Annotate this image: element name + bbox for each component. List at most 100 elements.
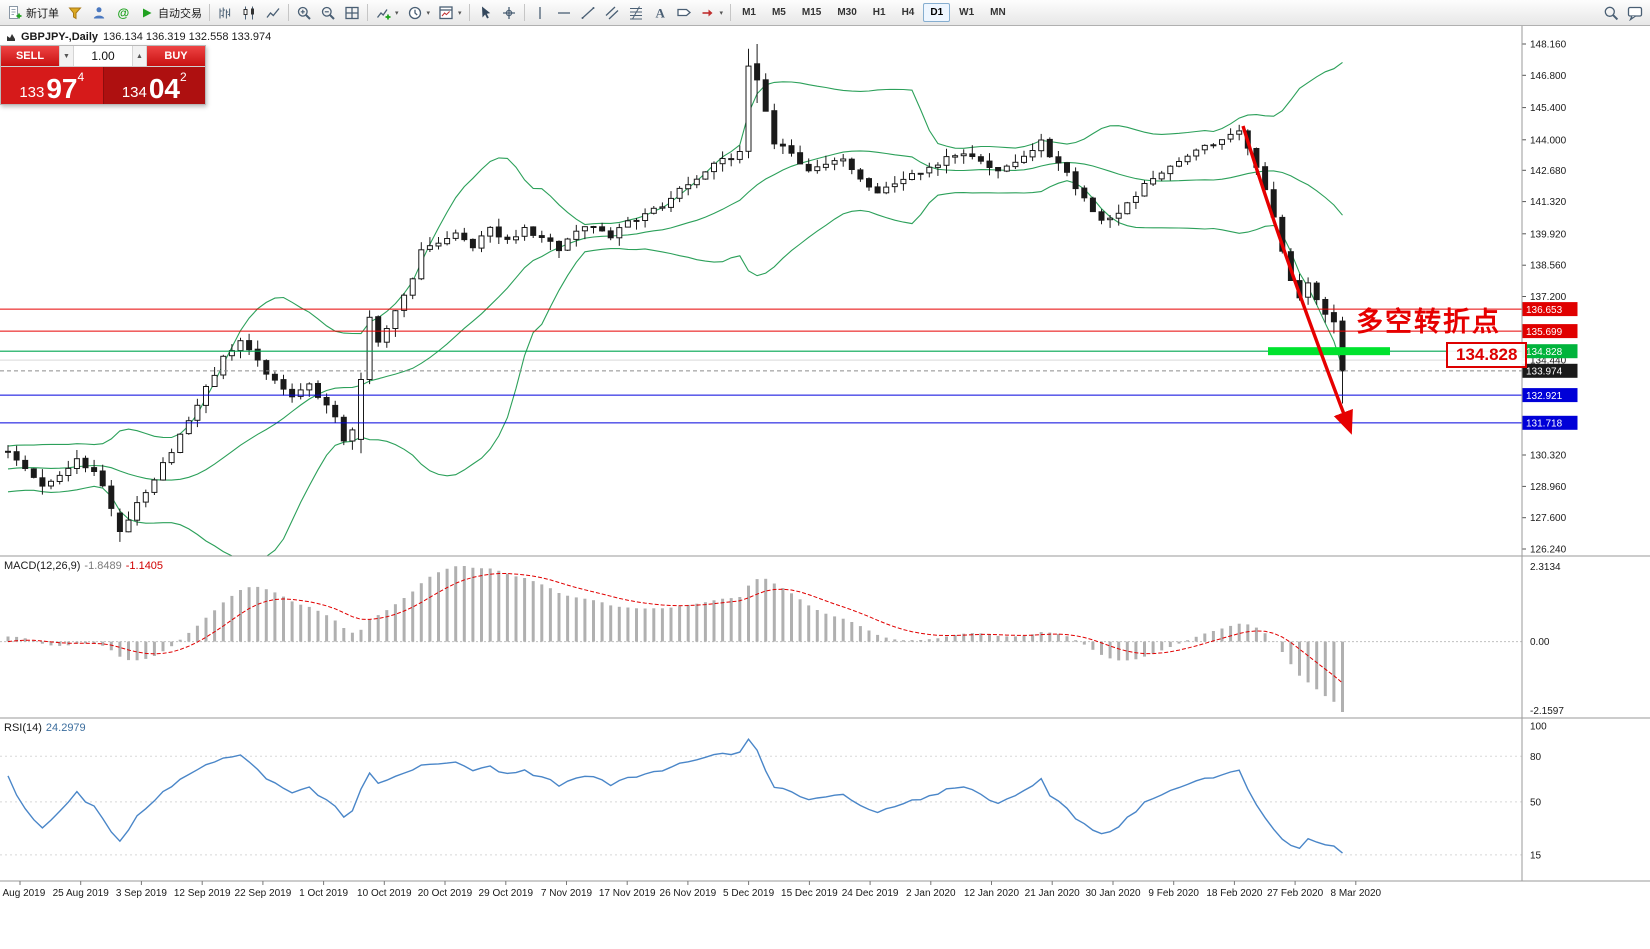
bar-chart-button[interactable] bbox=[213, 2, 237, 23]
svg-text:7 Nov 2019: 7 Nov 2019 bbox=[541, 888, 593, 899]
timeframe-h4-button[interactable]: H4 bbox=[901, 7, 915, 18]
price-callout[interactable]: 134.828 bbox=[1446, 342, 1528, 368]
fibonacci-button[interactable] bbox=[624, 2, 648, 23]
new-order-icon bbox=[9, 5, 22, 19]
chart-line-icon bbox=[266, 7, 280, 18]
person-icon bbox=[93, 6, 105, 18]
timeframe-m5-button[interactable]: M5 bbox=[771, 7, 786, 18]
svg-text:133.974: 133.974 bbox=[1526, 367, 1563, 378]
sell-price-point: 4 bbox=[77, 70, 85, 84]
timeframe-m1-button[interactable]: M1 bbox=[742, 7, 756, 18]
chat-search-button[interactable] bbox=[1623, 2, 1647, 23]
svg-text:22 Sep 2019: 22 Sep 2019 bbox=[235, 888, 292, 899]
zoom-in-button[interactable] bbox=[292, 2, 316, 23]
svg-text:134.440: 134.440 bbox=[1530, 356, 1567, 367]
trendline-button[interactable] bbox=[576, 2, 600, 23]
chart-window-icon bbox=[7, 34, 15, 41]
svg-text:136.653: 136.653 bbox=[1526, 305, 1563, 316]
highlight-segment bbox=[1268, 347, 1390, 356]
candlestick-chart-button[interactable] bbox=[237, 2, 261, 23]
svg-text:144.000: 144.000 bbox=[1530, 135, 1567, 146]
svg-text:29 Oct 2019: 29 Oct 2019 bbox=[479, 888, 534, 899]
line-chart-button[interactable] bbox=[261, 2, 285, 23]
zoom-in-icon bbox=[297, 6, 311, 20]
channel-button[interactable] bbox=[600, 2, 624, 23]
zoom-out-icon bbox=[321, 6, 335, 20]
trendline-icon bbox=[581, 6, 595, 19]
macd-panel bbox=[0, 566, 1522, 712]
timeframe-w1-button[interactable]: W1 bbox=[959, 7, 975, 18]
svg-text:A: A bbox=[655, 5, 665, 20]
svg-text:2.3134: 2.3134 bbox=[1530, 562, 1561, 573]
svg-text:15: 15 bbox=[1530, 850, 1542, 861]
channel-icon bbox=[605, 6, 618, 19]
search-button[interactable] bbox=[1599, 2, 1623, 23]
svg-text:5 Dec 2019: 5 Dec 2019 bbox=[723, 888, 775, 899]
community-button[interactable]: @ bbox=[111, 2, 135, 23]
sell-button[interactable]: SELL bbox=[1, 46, 59, 66]
rsi-panel bbox=[0, 738, 1522, 856]
svg-text:141.320: 141.320 bbox=[1530, 197, 1567, 208]
templates-button[interactable]: ▾ bbox=[434, 2, 466, 23]
timeframe-m30-button[interactable]: M30 bbox=[837, 7, 857, 18]
toolbar-separator bbox=[730, 4, 732, 21]
macd-label: MACD(12,26,9) -1.8489 -1.1405 bbox=[4, 560, 163, 572]
svg-text:132.921: 132.921 bbox=[1526, 391, 1563, 402]
play-icon bbox=[143, 8, 152, 17]
toolbar-separator bbox=[468, 4, 470, 21]
svg-text:139.920: 139.920 bbox=[1530, 229, 1567, 240]
chart-title: GBPJPY-,Daily 136.134 136.319 132.558 13… bbox=[6, 31, 271, 43]
macd-value-main: -1.8489 bbox=[84, 560, 122, 572]
autotrading-button[interactable]: 自动交易 bbox=[135, 2, 206, 23]
svg-text:135.699: 135.699 bbox=[1526, 327, 1563, 338]
text-button[interactable]: A bbox=[648, 2, 672, 23]
autotrading-button-label: 自动交易 bbox=[158, 7, 202, 20]
timeframe-m15-button[interactable]: M15 bbox=[801, 7, 822, 18]
volume-input[interactable]: 1.00 bbox=[74, 46, 132, 66]
indicators-button[interactable]: ▾ bbox=[371, 2, 403, 23]
crosshair-button[interactable] bbox=[497, 2, 521, 23]
svg-text:3 Sep 2019: 3 Sep 2019 bbox=[116, 888, 168, 899]
clock-icon bbox=[408, 6, 421, 19]
indicators-icon bbox=[376, 8, 391, 19]
timeframe-mn-button[interactable]: MN bbox=[990, 7, 1006, 18]
buy-price-pips: 04 bbox=[148, 73, 180, 105]
profile-button[interactable] bbox=[87, 2, 111, 23]
favorites-button[interactable] bbox=[63, 2, 87, 23]
volume-up-button[interactable]: ▲ bbox=[132, 46, 147, 66]
toolbar-separator bbox=[288, 4, 289, 21]
symbol-period-label: GBPJPY-,Daily bbox=[21, 31, 99, 43]
cursor-button[interactable] bbox=[473, 2, 497, 23]
volume-down-button[interactable]: ▼ bbox=[59, 46, 74, 66]
sell-price-button[interactable]: 133 97 4 bbox=[1, 67, 103, 104]
search-icon bbox=[1604, 6, 1619, 20]
timeframe-d1-button[interactable]: D1 bbox=[923, 3, 951, 22]
sell-price-pips: 97 bbox=[46, 73, 78, 105]
svg-text:142.680: 142.680 bbox=[1530, 166, 1567, 177]
annotation-text[interactable]: 多空转折点 bbox=[1356, 307, 1501, 337]
svg-text:9 Feb 2020: 9 Feb 2020 bbox=[1148, 888, 1199, 899]
crosshair-icon bbox=[502, 6, 515, 19]
macd-value-signal: -1.1405 bbox=[125, 560, 164, 572]
svg-text:0.00: 0.00 bbox=[1530, 637, 1550, 648]
arrows-button[interactable]: ▾ bbox=[696, 2, 728, 23]
buy-button[interactable]: BUY bbox=[147, 46, 205, 66]
zoom-out-button[interactable] bbox=[316, 2, 340, 23]
vertical-line-button[interactable] bbox=[528, 2, 552, 23]
svg-text:17 Nov 2019: 17 Nov 2019 bbox=[599, 888, 656, 899]
text-label-button[interactable] bbox=[672, 2, 696, 23]
trend-arrow bbox=[1241, 125, 1353, 435]
timeframe-h1-button[interactable]: H1 bbox=[872, 7, 886, 18]
toolbar-separator bbox=[523, 4, 525, 21]
horizontal-line-button[interactable] bbox=[552, 2, 576, 23]
toolbar: 新订单 @ 自动交易 ▾ ▾ ▾ A ▾ M1 M5 M15 M30 H1 H4 D1 W1 MN bbox=[0, 0, 1650, 26]
periods-button[interactable]: ▾ bbox=[403, 2, 435, 23]
tile-windows-button[interactable] bbox=[340, 2, 364, 23]
fibo-icon bbox=[629, 5, 642, 19]
buy-price-button[interactable]: 134 04 2 bbox=[102, 67, 205, 105]
svg-text:145.400: 145.400 bbox=[1530, 103, 1567, 114]
new-order-button[interactable]: 新订单 bbox=[3, 2, 63, 23]
svg-text:131.718: 131.718 bbox=[1526, 419, 1563, 430]
